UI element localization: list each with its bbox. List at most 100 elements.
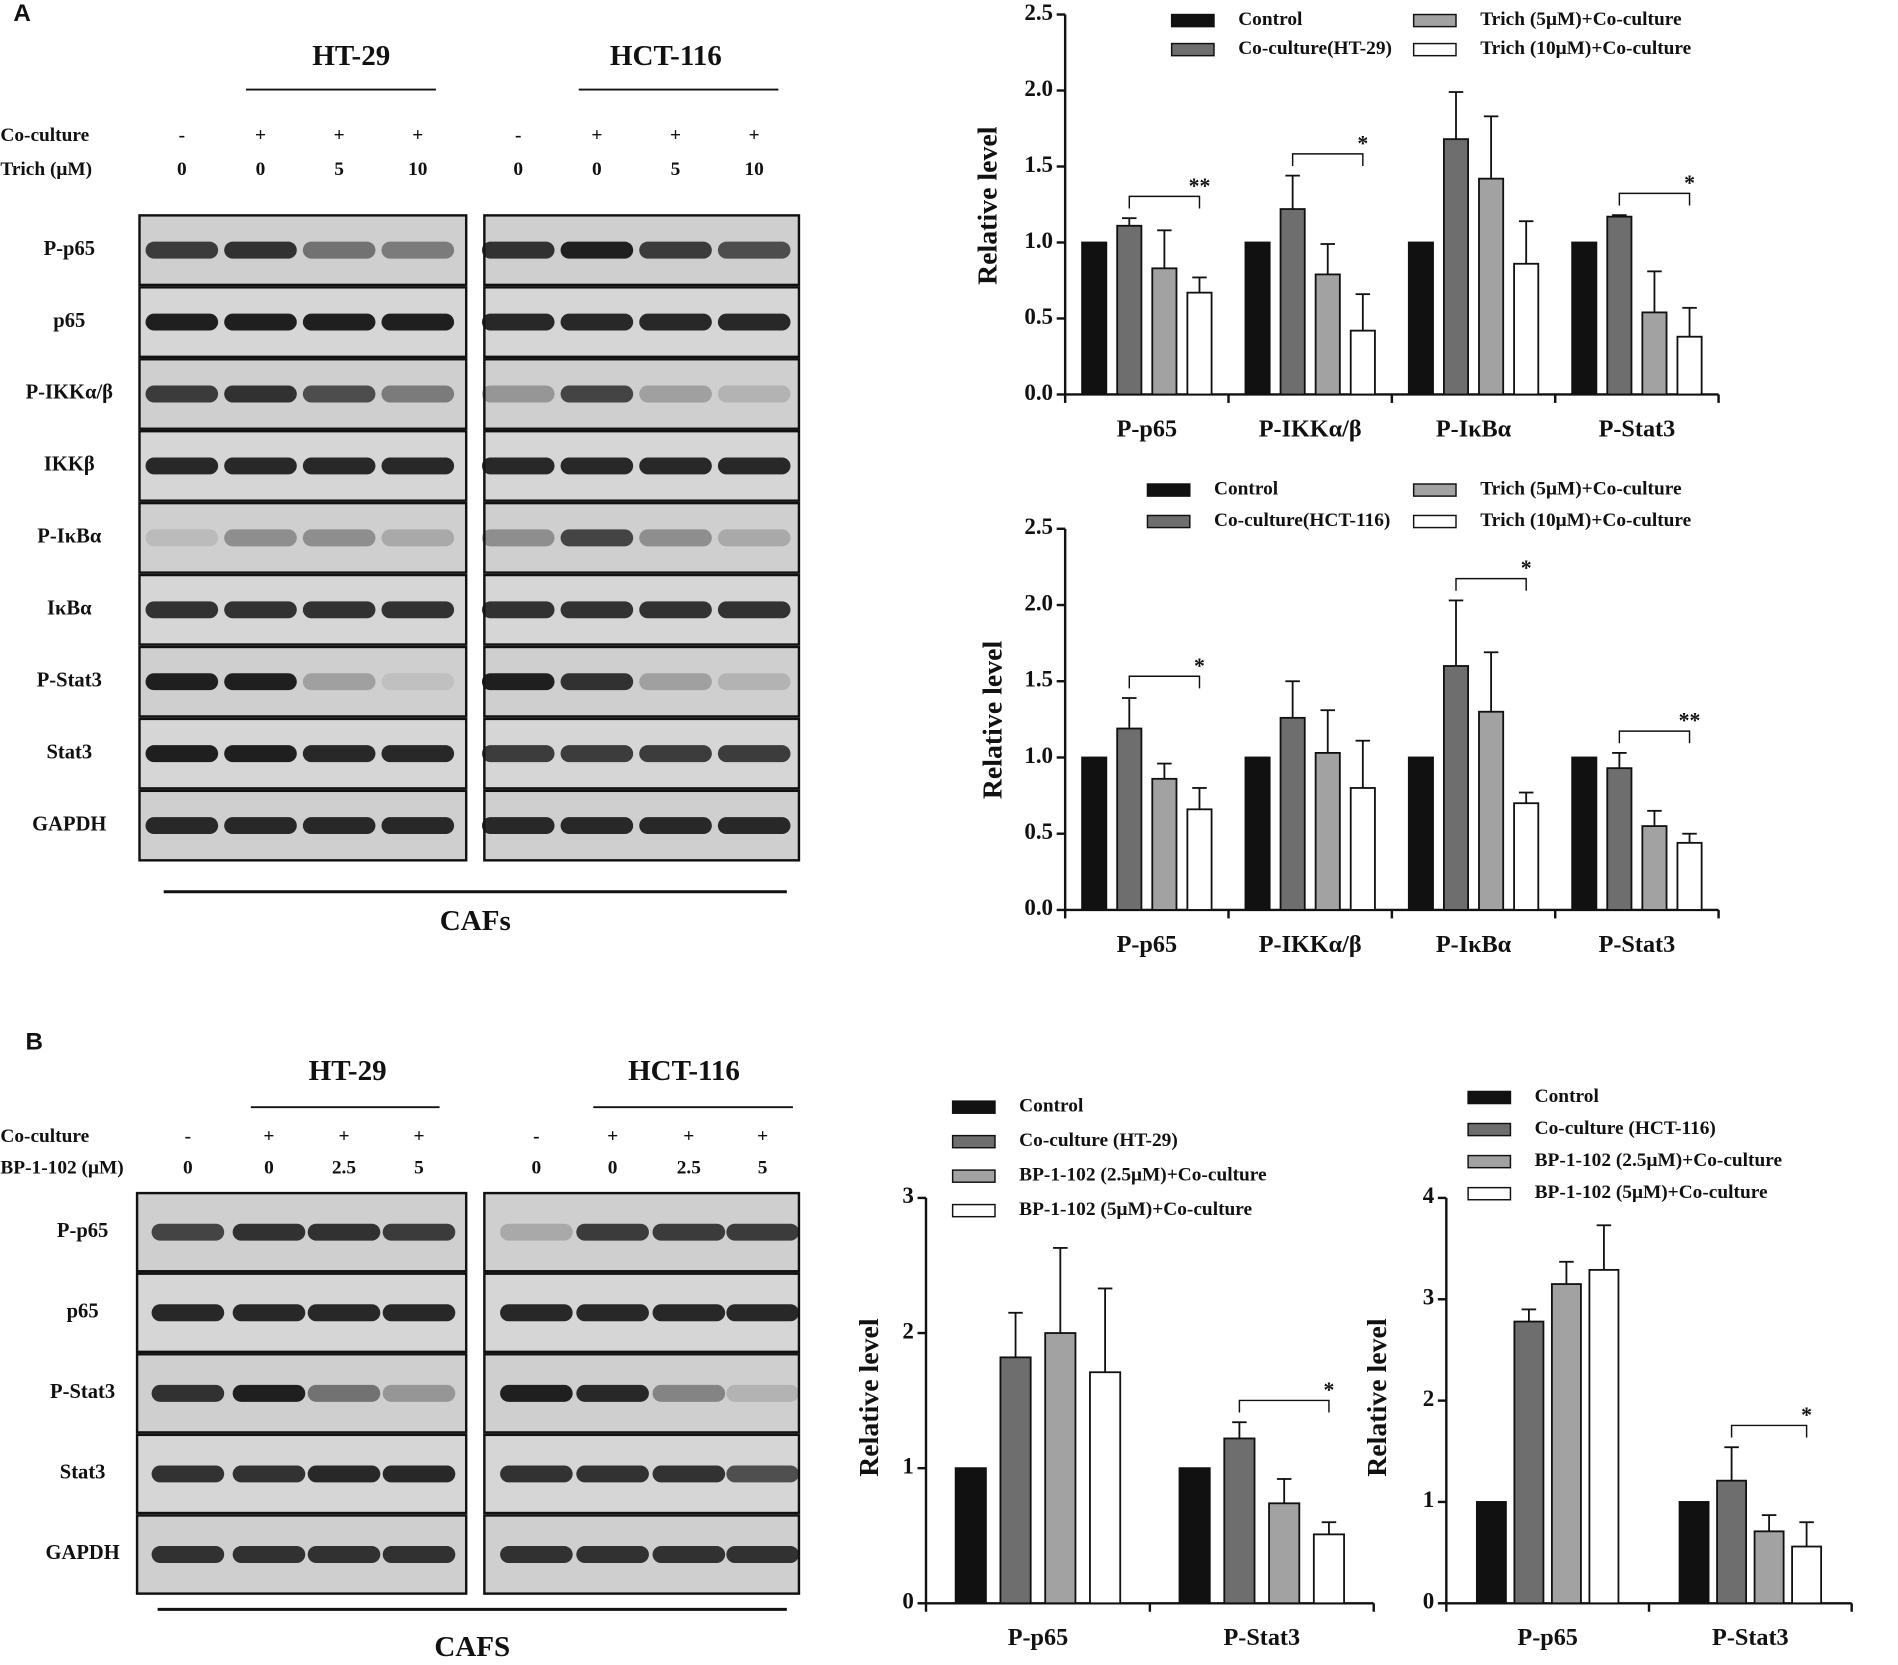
blot-band [145, 241, 219, 259]
blot-band [652, 1465, 726, 1483]
bar [1279, 716, 1306, 911]
bar [1349, 787, 1376, 911]
significance-label: * [1521, 556, 1532, 580]
condition-value: 10 [745, 159, 764, 180]
blot-band [717, 745, 791, 763]
blot-band [481, 313, 555, 331]
blot-band [302, 241, 376, 259]
protein-label: P-Stat3 [37, 669, 102, 691]
condition-value: 0 [532, 1157, 542, 1178]
panel-label: A [13, 0, 30, 27]
blot-band [151, 1304, 225, 1322]
protein-label: P-IKKα/β [26, 382, 114, 404]
condition-label: Co-culture [0, 1126, 89, 1147]
bar [954, 1467, 987, 1605]
protein-label: P-Stat3 [50, 1381, 115, 1403]
blot-band [726, 1465, 799, 1483]
y-tick-label: 3 [902, 1183, 914, 1208]
blot-band [381, 313, 455, 331]
blot-strip [138, 501, 468, 574]
bar [1641, 311, 1668, 396]
blot-band [560, 457, 634, 475]
condition-value: 0 [183, 1157, 193, 1178]
blot-band [481, 529, 555, 547]
legend-label: Co-culture (HCT-116) [1535, 1118, 1716, 1139]
blot-band [726, 1223, 799, 1241]
blot-band [481, 457, 555, 475]
footer-label: CAFS [434, 1631, 510, 1663]
bar [1478, 177, 1505, 396]
legend-swatch [1467, 1122, 1512, 1137]
legend-swatch [951, 1169, 996, 1183]
condition-value: - [185, 1126, 191, 1147]
y-tick-label: 2 [1423, 1386, 1435, 1411]
blot-band [232, 1384, 306, 1402]
protein-label: p65 [53, 310, 85, 332]
blot-band [381, 601, 455, 619]
protein-label: P-p65 [57, 1220, 108, 1242]
blot-band [717, 313, 791, 331]
condition-value: - [533, 1126, 539, 1147]
protein-label: GAPDH [32, 813, 106, 835]
condition-value: + [334, 125, 345, 146]
blot-band [500, 1304, 573, 1322]
blot-band [224, 601, 297, 619]
significance-bracket [1238, 1399, 1330, 1413]
condition-value: + [413, 1126, 424, 1147]
condition-value: 2.5 [677, 1157, 701, 1178]
blot-band [639, 385, 712, 403]
legend-swatch [1467, 1154, 1512, 1169]
y-tick-label: 2.5 [1024, 0, 1053, 25]
blot-band [224, 385, 297, 403]
bar [1044, 1332, 1077, 1605]
blot-band [382, 1223, 456, 1241]
significance-label: * [1357, 131, 1368, 155]
blot-band [639, 313, 712, 331]
blot-band [151, 1546, 225, 1563]
significance-label: * [1684, 171, 1695, 195]
bar [1089, 1371, 1122, 1605]
condition-value: 5 [334, 159, 344, 180]
condition-value: + [749, 125, 760, 146]
condition-value: 2.5 [332, 1157, 356, 1178]
bar [1676, 841, 1703, 911]
blot-band [726, 1384, 799, 1402]
x-tick-label: P-IκBα [1436, 415, 1512, 442]
legend-swatch [951, 1134, 996, 1149]
blot-band [307, 1384, 381, 1402]
blot-band [302, 385, 376, 403]
legend-label: BP-1-102 (2.5μM)+Co-culture [1535, 1150, 1783, 1171]
blot-band [145, 745, 219, 763]
x-tick-label: P-IKKα/β [1259, 931, 1362, 958]
y-tick-label: 0.5 [1024, 304, 1053, 329]
blot-band [382, 1304, 456, 1322]
blot-band [560, 745, 634, 763]
blot-band [224, 529, 297, 547]
protein-label: Stat3 [46, 741, 92, 763]
blot-band [639, 529, 712, 547]
blot-band [576, 1304, 649, 1322]
condition-value: 5 [414, 1157, 424, 1178]
blot-band [481, 673, 555, 691]
condition-value: + [338, 1126, 349, 1147]
blot-band [560, 313, 634, 331]
blot-band [381, 385, 455, 403]
blot-band [224, 313, 297, 331]
bar [1588, 1268, 1620, 1605]
x-tick-label: P-IKKα/β [1259, 415, 1362, 442]
blot-band [639, 745, 712, 763]
condition-value: 0 [256, 159, 266, 180]
blot-band [717, 241, 791, 259]
legend-swatch [1170, 13, 1215, 28]
condition-value: 5 [671, 159, 681, 180]
blot-band [576, 1546, 649, 1563]
y-tick-label: 1.5 [1024, 667, 1053, 692]
bar [1791, 1545, 1823, 1605]
blot-band [302, 313, 376, 331]
blot-band [381, 457, 455, 475]
y-tick-label: 2 [902, 1318, 914, 1343]
blot-band [232, 1304, 306, 1322]
significance-bracket [1128, 675, 1201, 689]
blot-band [576, 1223, 649, 1241]
protein-label: IKKβ [44, 454, 95, 476]
